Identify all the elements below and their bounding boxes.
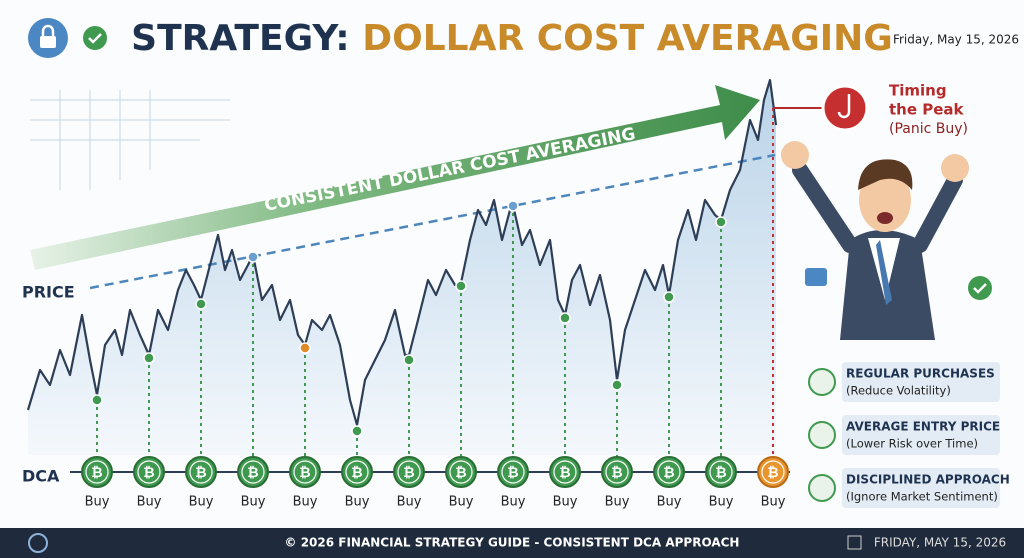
buy-dot — [507, 200, 519, 212]
coin-symbol: ₿ — [455, 465, 466, 481]
buy-label: Buy — [501, 495, 526, 510]
legend-subtitle: (Reduce Volatility) — [846, 384, 951, 398]
lock-icon-small — [805, 268, 827, 286]
hook-icon — [837, 94, 851, 119]
coin-symbol: ₿ — [299, 465, 310, 481]
price-area — [28, 80, 776, 455]
check-mark — [973, 283, 987, 294]
header-date: Friday, May 15, 2026 — [893, 33, 1019, 47]
coin-inner — [709, 460, 733, 484]
legend-box — [842, 415, 1000, 455]
coin-inner — [449, 460, 473, 484]
coin-symbol: ₿ — [767, 465, 778, 481]
coin-inner — [293, 460, 317, 484]
lock-body — [40, 36, 56, 48]
coin-symbol: ₿ — [559, 465, 570, 481]
coin-inner — [761, 460, 785, 484]
coin-inner — [397, 460, 421, 484]
buy-dot — [403, 354, 415, 366]
buy-label: Buy — [449, 495, 474, 510]
coin-symbol: ₿ — [91, 465, 102, 481]
buy-dot — [455, 280, 467, 292]
calendar-icon — [847, 535, 862, 550]
coin-inner — [189, 460, 213, 484]
coin-symbol: ₿ — [715, 465, 726, 481]
average-line — [89, 153, 776, 290]
footer-icon — [28, 533, 48, 553]
coin-inner — [501, 460, 525, 484]
coin-symbol: ₿ — [247, 465, 258, 481]
footer-text: © 2026 FINANCIAL STRATEGY GUIDE - CONSIS… — [285, 536, 740, 550]
buy-label: Buy — [85, 495, 110, 510]
coin-symbol: ₿ — [403, 465, 414, 481]
coin-symbol: ₿ — [507, 465, 518, 481]
title-prefix: STRATEGY: — [131, 18, 350, 59]
buy-dot — [663, 291, 675, 303]
buy-label: Buy — [553, 495, 578, 510]
deco-grid — [30, 90, 230, 190]
legend: REGULAR PURCHASES (Reduce Volatility) AVER… — [808, 362, 1010, 508]
coin-symbol: ₿ — [611, 465, 622, 481]
coin-inner — [657, 460, 681, 484]
buy-label: Buy — [397, 495, 422, 510]
callout-title: Timing — [889, 82, 947, 100]
coin-symbol: ₿ — [351, 465, 362, 481]
trend-arrow — [30, 85, 760, 270]
buy-label: Buy — [605, 495, 630, 510]
footer-date: FRIDAY, MAY 15, 2026 — [874, 536, 1006, 550]
buy-dot — [611, 379, 623, 391]
coin-inner — [137, 460, 161, 484]
legend-box — [842, 468, 1000, 508]
check-icon — [83, 26, 107, 50]
buy-group: ₿ Buy ₿ Buy ₿ Buy ₿ Buy ₿ Buy ₿ Buy ₿ Buy ₿ Buy ₿ Buy ₿ Buy… — [81, 108, 789, 510]
coin-symbol: ₿ — [663, 465, 674, 481]
coin-inner — [241, 460, 265, 484]
buy-dot — [195, 298, 207, 310]
buy-dot — [559, 312, 571, 324]
footer-bar — [0, 528, 1024, 558]
coin-inner — [553, 460, 577, 484]
coin-inner — [605, 460, 629, 484]
check-icon-small — [968, 276, 992, 300]
buy-dot — [299, 342, 311, 354]
legend-title: AVERAGE ENTRY PRICE — [846, 420, 1000, 434]
buy-label: Buy — [241, 495, 266, 510]
legend-subtitle: (Lower Risk over Time) — [846, 437, 978, 451]
buy-dot — [715, 216, 727, 228]
title: STRATEGY: DOLLAR COST AVERAGING — [131, 18, 893, 59]
buy-dot — [247, 251, 259, 263]
dca-label: DCA — [22, 467, 60, 486]
legend-box — [842, 362, 1000, 402]
buy-dot — [351, 425, 363, 437]
buy-label: Buy — [293, 495, 318, 510]
coin-symbol: ₿ — [195, 465, 206, 481]
buy-label: Buy — [137, 495, 162, 510]
callout-title: the Peak — [889, 101, 965, 119]
legend-title: DISCIPLINED APPROACH — [846, 473, 1010, 487]
buy-label: Buy — [709, 495, 734, 510]
coin-inner — [345, 460, 369, 484]
title-main: DOLLAR COST AVERAGING — [362, 18, 893, 59]
buy-label: Buy — [189, 495, 214, 510]
buy-label: Buy — [657, 495, 682, 510]
buy-dot — [143, 352, 155, 364]
legend-icon — [808, 421, 836, 449]
coin-inner — [85, 460, 109, 484]
legend-title: REGULAR PURCHASES — [846, 367, 995, 381]
legend-subtitle: (Ignore Market Sentiment) — [846, 490, 998, 504]
callout-icon — [821, 84, 869, 132]
buy-label: Buy — [345, 495, 370, 510]
lock-shackle — [41, 24, 55, 36]
callout-subtitle: (Panic Buy) — [889, 121, 968, 137]
legend-icon — [808, 474, 836, 502]
check-mark — [88, 33, 102, 44]
panic-figure — [781, 141, 969, 340]
buy-label: Buy — [761, 495, 786, 510]
legend-icon — [808, 368, 836, 396]
buy-dot — [91, 394, 103, 406]
coin-symbol: ₿ — [143, 465, 154, 481]
price-label: PRICE — [22, 283, 75, 302]
